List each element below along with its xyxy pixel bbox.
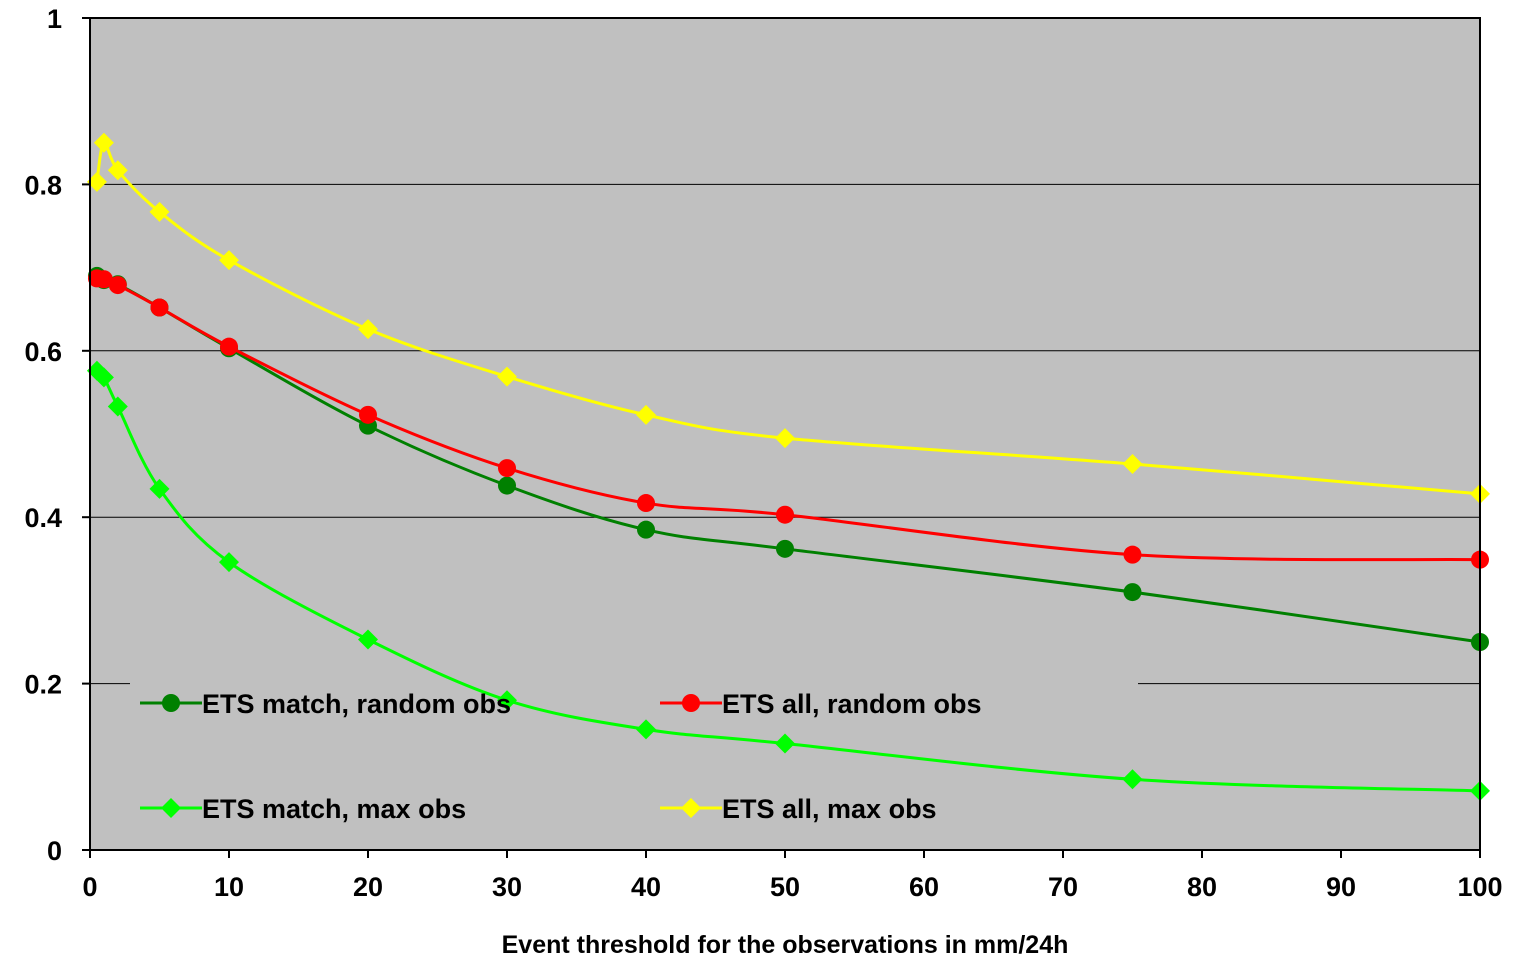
legend-marker [682, 694, 700, 712]
data-point-diamond [636, 719, 656, 740]
data-point-diamond [358, 629, 378, 650]
data-point-diamond [1122, 769, 1143, 790]
x-tick-label: 80 [1187, 872, 1217, 902]
x-tick-label: 20 [353, 872, 383, 902]
data-point-circle [359, 405, 377, 424]
data-point-diamond [636, 404, 656, 425]
x-tick-label: 50 [770, 872, 800, 902]
x-tick-label: 30 [492, 872, 522, 902]
y-tick-label: 0.2 [24, 670, 62, 700]
x-tick-label: 90 [1326, 872, 1356, 902]
series-layer [86, 132, 1490, 801]
x-tick-label: 70 [1048, 872, 1078, 902]
legend-background [130, 670, 1138, 840]
legend-item-ets-match-random-obs: ETS match, random obs [140, 689, 511, 719]
legend-marker [162, 694, 180, 712]
data-point-diamond [219, 250, 239, 271]
data-point-diamond [1122, 453, 1143, 474]
y-tick-label: 0.6 [24, 337, 62, 367]
data-point-circle [498, 459, 516, 478]
data-point-diamond [775, 733, 795, 754]
axes: 00.20.40.60.810 10 20 30 40 50 60 70 80 90 100 [24, 4, 1502, 902]
x-axis-title: Event threshold for the observations in … [502, 931, 1069, 959]
data-point-diamond [86, 171, 107, 192]
legend-label: ETS all, random obs [722, 689, 982, 719]
series-ets-match-max-obs [86, 360, 1490, 801]
legend-label: ETS match, random obs [202, 689, 511, 719]
data-point-diamond [358, 319, 378, 340]
data-point-diamond [149, 201, 170, 222]
legend-label: ETS all, max obs [722, 794, 937, 824]
series-ets-all-max-obs [86, 132, 1490, 504]
data-point-circle [1123, 583, 1142, 602]
data-point-circle [150, 298, 169, 317]
data-point-circle [776, 505, 794, 524]
data-point-diamond [93, 367, 114, 388]
series-ets-all-random-obs [87, 269, 1489, 569]
data-point-diamond [219, 552, 239, 573]
data-point-diamond [497, 690, 517, 711]
series-line [95, 369, 1482, 793]
data-point-circle [637, 520, 655, 539]
legend: ETS match, random obs ETS all, random obs… [140, 689, 982, 824]
data-point-circle [637, 494, 655, 513]
legend-item-ets-match-max-obs: ETS match, max obs [140, 794, 466, 824]
y-tick-label: 1 [47, 4, 62, 34]
legend-label: ETS match, max obs [202, 794, 466, 824]
x-tick-label: 0 [82, 872, 97, 902]
data-point-circle [776, 539, 794, 558]
legend-marker [681, 798, 701, 818]
data-point-circle [498, 476, 516, 495]
x-tick-label: 40 [631, 872, 661, 902]
y-tick-label: 0.4 [24, 503, 62, 533]
x-tick-label: 100 [1457, 872, 1502, 902]
legend-item-ets-all-max-obs: ETS all, max obs [660, 794, 937, 824]
data-point-diamond [497, 366, 517, 387]
y-tick-label: 0.8 [24, 170, 62, 200]
legend-item-ets-all-random-obs: ETS all, random obs [660, 689, 982, 719]
data-point-circle [94, 270, 113, 289]
x-tick-label: 60 [909, 872, 939, 902]
legend-marker [161, 798, 181, 818]
data-point-diamond [149, 478, 170, 499]
data-point-diamond [93, 132, 114, 153]
y-tick-label: 0 [47, 836, 62, 866]
data-point-circle [220, 337, 238, 356]
x-tick-label: 10 [214, 872, 244, 902]
data-point-circle [1123, 545, 1142, 564]
data-point-diamond [107, 160, 128, 181]
data-point-diamond [107, 396, 128, 417]
data-point-diamond [775, 428, 795, 449]
data-point-circle [108, 276, 127, 295]
